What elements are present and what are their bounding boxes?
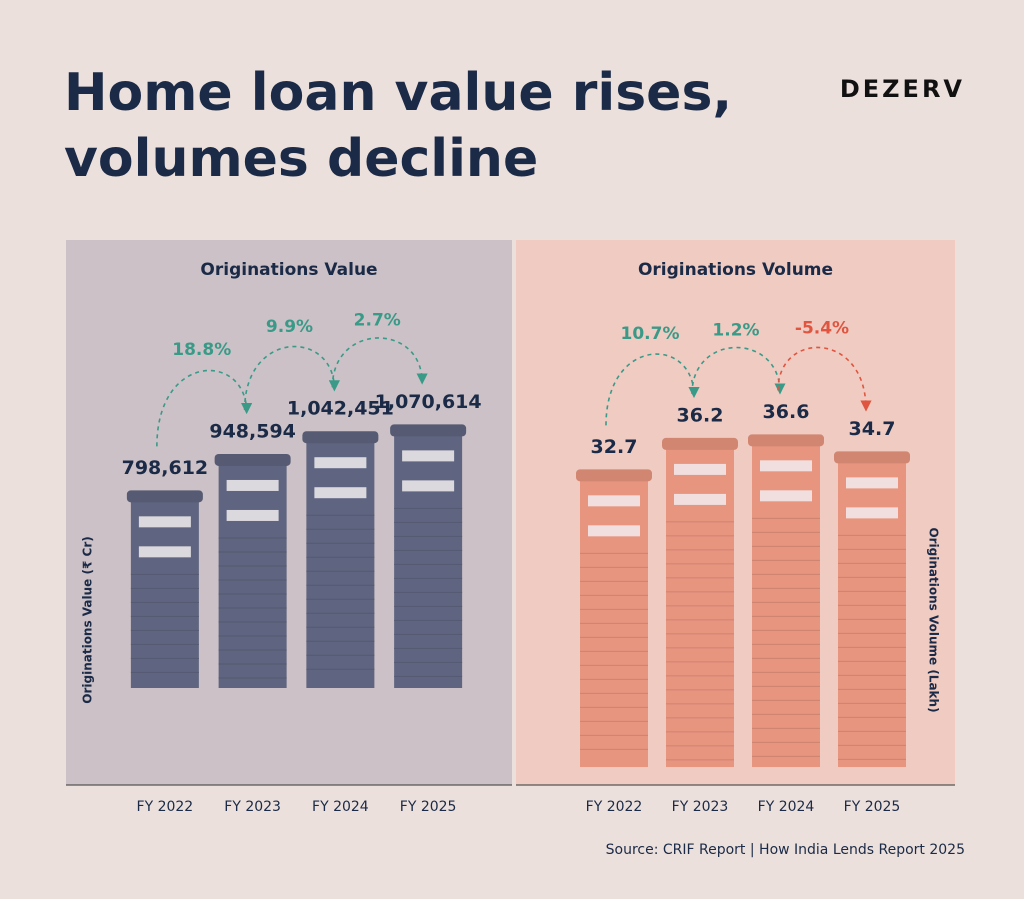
x-tick-label: FY 2023 bbox=[672, 799, 729, 815]
bar-detail bbox=[674, 493, 726, 505]
bar-detail bbox=[214, 453, 291, 466]
value-label: 32.7 bbox=[591, 436, 638, 458]
growth-label: 2.7% bbox=[354, 310, 401, 330]
bar-detail bbox=[402, 450, 455, 462]
bar-detail bbox=[576, 469, 652, 482]
y-axis-label: Originations Volume (Lakh) bbox=[927, 527, 941, 712]
panel-title: Originations Volume bbox=[638, 260, 833, 280]
bar-detail bbox=[834, 451, 910, 464]
bar-detail bbox=[402, 480, 455, 492]
bar-detail bbox=[226, 509, 279, 521]
value-label: 36.6 bbox=[763, 401, 810, 423]
bar bbox=[394, 428, 463, 688]
bar-detail bbox=[226, 479, 279, 491]
bar-detail bbox=[302, 431, 379, 444]
bar bbox=[306, 435, 375, 688]
bar-detail bbox=[846, 477, 898, 489]
value-label: 1,042,451 bbox=[287, 398, 394, 420]
bar bbox=[218, 457, 287, 688]
bar bbox=[580, 473, 648, 768]
bar-detail bbox=[314, 457, 367, 469]
growth-arrow bbox=[243, 345, 340, 410]
growth-label: 18.8% bbox=[172, 340, 231, 360]
x-tick-label: FY 2022 bbox=[137, 799, 194, 815]
bar-detail bbox=[760, 460, 812, 472]
bar-detail bbox=[748, 434, 824, 447]
bar-detail bbox=[760, 490, 812, 502]
growth-arrow bbox=[691, 346, 786, 395]
x-tick-label: FY 2024 bbox=[312, 799, 369, 815]
bar-detail bbox=[138, 516, 191, 528]
x-tick-label: FY 2024 bbox=[758, 799, 815, 815]
value-label: 1,070,614 bbox=[375, 391, 482, 413]
growth-label: 9.9% bbox=[266, 317, 313, 337]
value-label: 34.7 bbox=[849, 418, 896, 440]
bar-detail bbox=[588, 525, 640, 537]
growth-arrow bbox=[156, 369, 253, 447]
panel-title: Originations Value bbox=[200, 260, 377, 280]
source: Source: CRIF Report | How India Lends Re… bbox=[606, 842, 965, 858]
x-tick-label: FY 2025 bbox=[844, 799, 901, 815]
y-axis-label: Originations Value (₹ Cr) bbox=[81, 536, 95, 703]
growth-arrow bbox=[605, 353, 700, 426]
bar-detail bbox=[846, 507, 898, 519]
growth-label: 1.2% bbox=[712, 320, 759, 340]
bar bbox=[838, 455, 906, 768]
bar-detail bbox=[314, 487, 367, 499]
x-tick-label: FY 2022 bbox=[586, 799, 643, 815]
bar-detail bbox=[138, 546, 191, 558]
brand: DEZERV bbox=[840, 75, 965, 103]
bar-detail bbox=[674, 463, 726, 475]
value-label: 948,594 bbox=[209, 420, 296, 442]
bar-detail bbox=[588, 495, 640, 507]
value-label: 798,612 bbox=[122, 457, 209, 479]
x-tick-label: FY 2025 bbox=[400, 799, 457, 815]
value-label: 36.2 bbox=[677, 404, 724, 426]
bar-detail bbox=[126, 490, 203, 503]
x-tick-label: FY 2023 bbox=[224, 799, 281, 815]
growth-label: -5.4% bbox=[795, 318, 849, 338]
growth-label: 10.7% bbox=[621, 324, 680, 344]
bar-detail bbox=[662, 437, 738, 450]
bar-detail bbox=[390, 424, 467, 437]
title-line: Home loan value rises, volumes decline bbox=[64, 63, 732, 189]
growth-arrow bbox=[331, 337, 428, 388]
